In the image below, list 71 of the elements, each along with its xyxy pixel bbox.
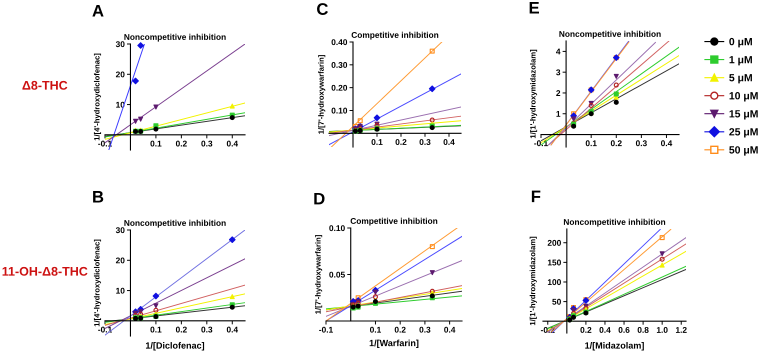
chart-title: Noncompetitive inhibition (564, 218, 666, 227)
y-tick-label: 30 (116, 41, 125, 48)
legend-label: 5 μM (729, 74, 752, 84)
text: D (314, 192, 325, 204)
x-tick-label: -0.1 (98, 326, 112, 333)
chart-title: Noncompetitive inhibition (124, 34, 226, 42)
x-tick-label: 0.2 (176, 140, 187, 147)
text: A (92, 5, 104, 17)
x-tick-label: 0.1 (372, 139, 383, 145)
x-tick-label: 0.3 (419, 326, 430, 333)
x-tick-label: 1.0 (656, 327, 668, 333)
text: E (530, 2, 540, 14)
y-tick-label: 0.10 (332, 108, 348, 114)
x-tick-label: 0.8 (638, 327, 649, 333)
x-tick-label: 0.4 (660, 140, 672, 146)
x-axis-title: 1/[Warfarin] (370, 340, 418, 348)
chart-title: Competitive inhibition (352, 32, 438, 40)
x-tick-label: 0.2 (610, 140, 622, 146)
legend-label: 50 μM (729, 146, 758, 156)
x-tick-label: 0.3 (636, 140, 647, 146)
legend-label: 1 μM (730, 56, 752, 66)
text: Δ8-THC (22, 80, 68, 90)
x-tick-label: 0.6 (618, 327, 630, 333)
x-tick-label: 0.2 (396, 139, 406, 145)
y-tick-label: 20 (116, 257, 125, 264)
x-tick-label: 0.2 (176, 326, 187, 333)
x-tick-label: 0.3 (420, 139, 430, 145)
x-tick-label: 0.1 (150, 326, 162, 333)
y-tick-label: 10 (116, 288, 125, 294)
text: F (532, 190, 540, 202)
x-axis-title: 1/[Diclofenac] (146, 342, 204, 350)
y-tick-label: 0.10 (329, 225, 345, 232)
x-tick-label: 0.1 (370, 326, 382, 333)
x-tick-label: 0.4 (444, 139, 455, 145)
y-tick-label: 50 (552, 298, 561, 305)
y-tick-label: 0.20 (332, 84, 348, 91)
x-tick-label: 0.4 (226, 140, 238, 147)
y-tick-label: 2 (556, 90, 560, 96)
x-tick-label: 0.3 (201, 326, 212, 333)
x-tick-label: 0.4 (600, 327, 611, 333)
y-tick-label: 3 (556, 69, 560, 76)
text: B (93, 191, 104, 203)
legend-label: 0 μM (729, 38, 752, 48)
y-tick-label: 0.05 (329, 272, 345, 278)
y-tick-label: 20 (116, 71, 125, 78)
x-tick-label: 0.1 (586, 140, 597, 146)
x-tick-label: 0.4 (444, 326, 456, 333)
y-tick-label: 0.30 (332, 62, 348, 68)
y-tick-label: 1 (556, 111, 560, 117)
chart-title: Noncompetitive inhibition (559, 30, 661, 39)
legend-label: 10 μM (730, 92, 758, 102)
x-tick-label: 0.2 (394, 326, 406, 333)
x-tick-label: 0.2 (580, 327, 592, 333)
y-tick-label: 100 (548, 279, 561, 286)
text: C (317, 3, 328, 15)
x-tick-label: 0.4 (226, 326, 238, 333)
y-tick-label: 200 (548, 240, 561, 246)
x-tick-label: 1.2 (676, 327, 687, 333)
x-tick-label: -0.1 (319, 326, 333, 333)
y-tick-label: 30 (116, 227, 125, 234)
y-tick-label: 4 (556, 48, 560, 54)
y-tick-label: 0.40 (332, 39, 348, 46)
x-axis-title: 1/[Midazolam] (585, 342, 644, 350)
chart-title: Competitive inhibition (350, 218, 438, 226)
legend-label: 25 μM (729, 128, 758, 138)
text: 11-OH-Δ8-THC (2, 266, 88, 276)
chart-title: Noncompetitive inhibition (124, 220, 226, 228)
y-tick-label: 150 (548, 260, 561, 266)
x-tick-label: 0.3 (201, 140, 212, 147)
legend-label: 15 μM (730, 110, 758, 120)
x-tick-label: 0.1 (150, 140, 162, 147)
